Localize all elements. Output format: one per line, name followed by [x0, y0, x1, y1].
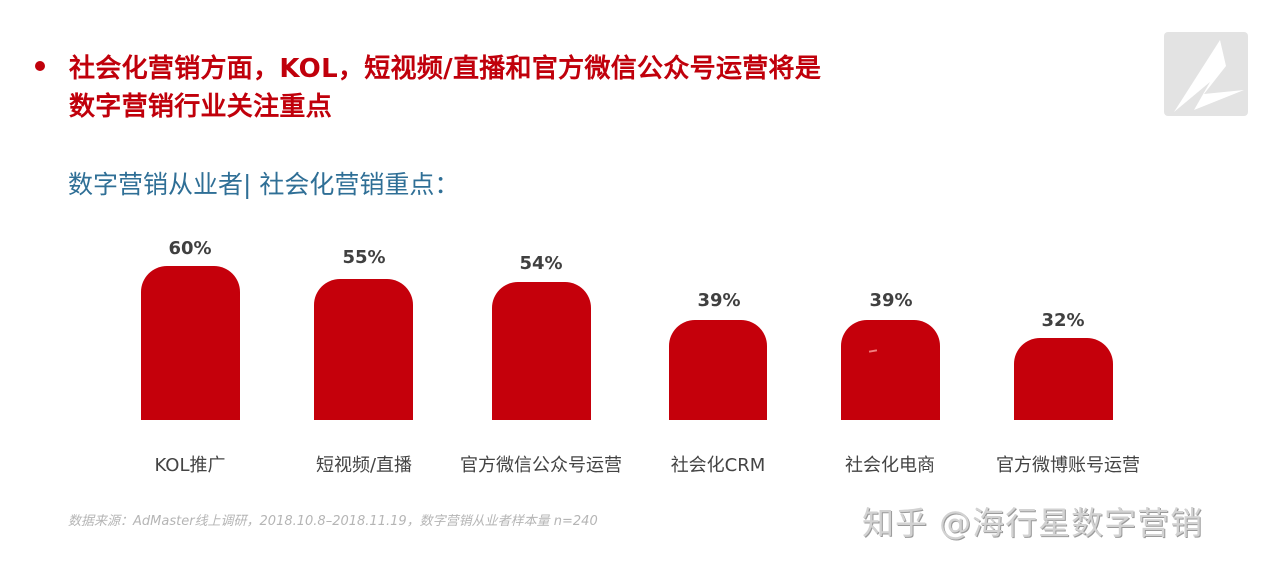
value-label: 60%	[168, 238, 212, 259]
category-label: 社会化电商	[845, 455, 935, 476]
bar	[314, 279, 413, 420]
category-label: KOL推广	[154, 455, 226, 476]
bar	[669, 320, 767, 420]
value-label: 54%	[519, 253, 563, 274]
bar	[492, 282, 591, 420]
value-label: 39%	[869, 290, 913, 311]
category-label: 官方微博账号运营	[996, 455, 1140, 476]
bullet-icon	[35, 61, 45, 71]
chart-title: 数字营销从业者| 社会化营销重点：	[68, 170, 460, 199]
value-label: 32%	[1041, 310, 1085, 331]
value-label: 55%	[342, 247, 386, 268]
value-label: 39%	[697, 290, 741, 311]
category-label: 官方微信公众号运营	[460, 455, 622, 476]
headline-line-2: 数字营销行业关注重点	[69, 92, 333, 122]
headline-line-1: 社会化营销方面，KOL，短视频/直播和官方微信公众号运营将是	[69, 54, 822, 84]
brand-logo-icon	[1164, 32, 1248, 116]
bar	[841, 320, 940, 420]
category-label: 社会化CRM	[670, 455, 766, 476]
watermark: 知乎 @海行星数字营销	[862, 504, 1204, 542]
category-label: 短视频/直播	[315, 455, 413, 476]
bar	[1014, 338, 1113, 420]
bar	[141, 266, 240, 420]
data-source-note: 数据来源：AdMaster线上调研，2018.10.8–2018.11.19，数…	[68, 514, 598, 529]
